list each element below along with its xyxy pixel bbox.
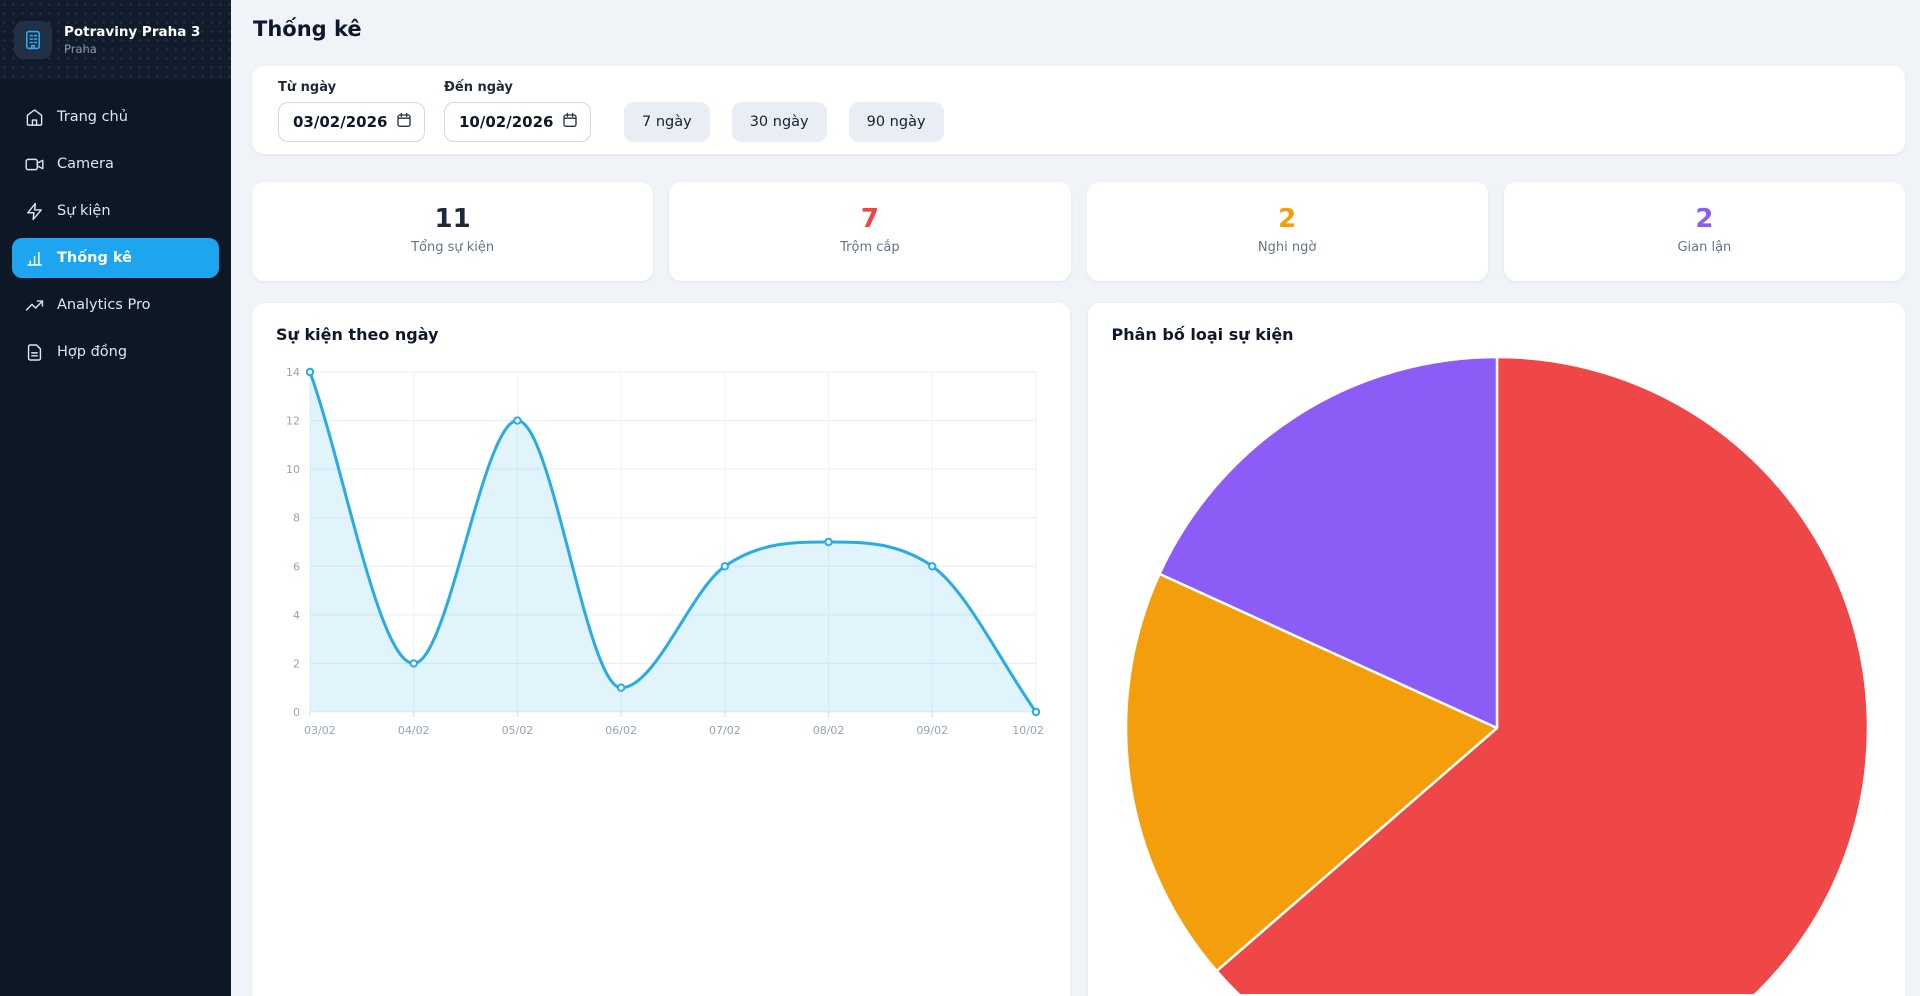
stat-value: 2: [1278, 204, 1297, 234]
stat-label: Gian lận: [1677, 240, 1732, 255]
store-name: Potraviny Praha 3: [64, 23, 201, 40]
svg-text:10/02: 10/02: [1012, 724, 1044, 737]
sidebar-item-thong-ke[interactable]: Thống kê: [12, 238, 219, 278]
from-date-group: Từ ngày 03/02/2026: [278, 80, 425, 142]
to-date-input[interactable]: 10/02/2026: [444, 102, 591, 142]
svg-text:04/02: 04/02: [398, 724, 430, 737]
svg-text:07/02: 07/02: [709, 724, 741, 737]
calendar-icon[interactable]: [396, 112, 412, 132]
sidebar-item-camera[interactable]: Camera: [12, 144, 219, 184]
main-content: Thống kê Từ ngày 03/02/2026 Đến ngày 10/…: [231, 0, 1920, 996]
charts-row: Sự kiện theo ngày 0 2 4 6 8 10 12 14 03/02 04/02 0…: [252, 303, 1905, 996]
stat-label: Nghi ngờ: [1257, 240, 1317, 255]
stat-card-trom-cap: 7 Trộm cắp: [669, 182, 1071, 281]
sidebar: Potraviny Praha 3 Praha Trang chủ Camera S…: [0, 0, 231, 996]
from-date-input[interactable]: 03/02/2026: [278, 102, 425, 142]
svg-text:2: 2: [293, 657, 300, 670]
stats-row: 11 Tổng sự kiện 7 Trộm cắp 2 Nghi ngờ 2 Gian lậ…: [252, 182, 1905, 281]
calendar-icon[interactable]: [562, 112, 578, 132]
zap-icon: [25, 202, 44, 221]
svg-text:8: 8: [293, 512, 300, 525]
page-title: Thống kê: [253, 17, 362, 41]
stat-value: 2: [1695, 204, 1714, 234]
svg-text:10: 10: [286, 463, 300, 476]
file-icon: [25, 343, 44, 362]
stat-label: Trộm cắp: [840, 240, 900, 255]
pie-slice-gian-lan: [1157, 355, 1498, 730]
svg-text:4: 4: [293, 609, 300, 622]
bar-chart-icon: [25, 249, 44, 268]
sidebar-item-trang-chu[interactable]: Trang chủ: [12, 97, 219, 137]
quick-range-button-90-ngay[interactable]: 90 ngày: [848, 102, 944, 142]
svg-text:0: 0: [293, 706, 300, 719]
svg-text:08/02: 08/02: [813, 724, 845, 737]
svg-text:12: 12: [286, 415, 300, 428]
stat-label: Tổng sự kiện: [411, 240, 495, 255]
filter-card: Từ ngày 03/02/2026 Đến ngày 10/02/2026 7…: [252, 66, 1905, 154]
quick-range-buttons: 7 ngày 30 ngày 90 ngày: [624, 102, 944, 142]
quick-range-button-30-ngay[interactable]: 30 ngày: [731, 102, 827, 142]
pie-slice-nghi-ngo: [1124, 572, 1498, 973]
sidebar-item-analytics-pro[interactable]: Analytics Pro: [12, 285, 219, 325]
svg-text:09/02: 09/02: [916, 724, 948, 737]
stat-card-nghi-ngo: 2 Nghi ngờ: [1086, 182, 1488, 281]
to-date-label: Đến ngày: [444, 80, 513, 95]
from-date-label: Từ ngày: [278, 80, 337, 95]
svg-text:14: 14: [286, 366, 300, 379]
building-icon: [14, 21, 52, 59]
line-chart-title: Sự kiện theo ngày: [276, 325, 439, 344]
to-date-group: Đến ngày 10/02/2026: [444, 80, 591, 142]
from-date-value: 03/02/2026: [293, 113, 388, 131]
quick-range-button-7-ngay[interactable]: 7 ngày: [624, 102, 710, 142]
stat-value: 7: [860, 204, 879, 234]
stat-value: 11: [434, 204, 471, 234]
pie-chart-title: Phân bố loại sự kiện: [1111, 325, 1294, 344]
line-chart-card: Sự kiện theo ngày 0 2 4 6 8 10 12 14 03/02 04/02 0…: [252, 303, 1070, 996]
svg-text:03/02: 03/02: [304, 724, 336, 737]
svg-text:05/02: 05/02: [502, 724, 534, 737]
store-selector[interactable]: Potraviny Praha 3 Praha: [0, 0, 231, 80]
pie-slice-trom-cap: [1214, 355, 1869, 994]
pie-chart: [1088, 354, 1906, 994]
camera-icon: [25, 155, 44, 174]
sidebar-menu: Trang chủ Camera Sự kiện Thống kê Analytics …: [0, 80, 231, 396]
line-chart: 0 2 4 6 8 10 12 14 03/02 04/02 05/02 06/02 07/02 08/0…: [252, 360, 1070, 820]
stat-card-tong-su-kien: 11 Tổng sự kiện: [252, 182, 654, 281]
svg-text:06/02: 06/02: [605, 724, 637, 737]
to-date-value: 10/02/2026: [459, 113, 554, 131]
home-icon: [25, 108, 44, 127]
store-city: Praha: [64, 42, 97, 57]
trending-up-icon: [25, 296, 44, 315]
stat-card-gian-lan: 2 Gian lận: [1503, 182, 1905, 281]
sidebar-item-hop-dong[interactable]: Hợp đồng: [12, 332, 219, 372]
sidebar-item-su-kien[interactable]: Sự kiện: [12, 191, 219, 231]
svg-text:6: 6: [293, 560, 300, 573]
pie-chart-card: Phân bố loại sự kiện: [1087, 303, 1906, 996]
